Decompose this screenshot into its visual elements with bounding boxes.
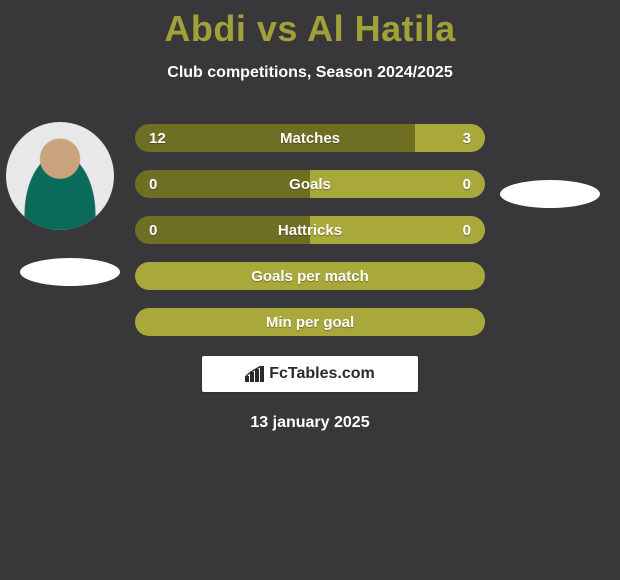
player-left-badge [20,258,120,286]
stat-bar-label: Goals [135,170,485,198]
page-title: Abdi vs Al Hatila [0,0,620,50]
stat-bar: Matches12 3 [135,124,485,152]
stat-bar-left-value: 0 [149,170,157,198]
snapshot-date: 13 january 2025 [0,414,620,432]
stat-bar: Goals0 0 [135,170,485,198]
stat-bar-right-value: 0 [463,216,471,244]
avatar-placeholder-icon [6,122,114,230]
stat-bar-right-value: 3 [463,124,471,152]
brand-watermark: FcTables.com [202,356,418,392]
stat-bar-label: Hattricks [135,216,485,244]
stat-bars: Matches123Goals00Hattricks00Goals per ma… [135,124,485,354]
stat-bar: Min per goal [135,308,485,336]
stat-bar: Goals per match [135,262,485,290]
brand-text: FcTables.com [269,365,375,383]
brand-chart-icon [245,366,265,382]
stat-bar-right-value: 0 [463,170,471,198]
page-subtitle: Club competitions, Season 2024/2025 [0,64,620,82]
stat-bar-label: Matches [135,124,485,152]
stat-bar-left-value: 12 [149,124,166,152]
stat-bar: Hattricks0 0 [135,216,485,244]
stat-bar-label: Min per goal [135,308,485,336]
player-left-avatar [6,122,114,230]
stat-bar-left-value: 0 [149,216,157,244]
player-right-badge [500,180,600,208]
stat-bar-label: Goals per match [135,262,485,290]
